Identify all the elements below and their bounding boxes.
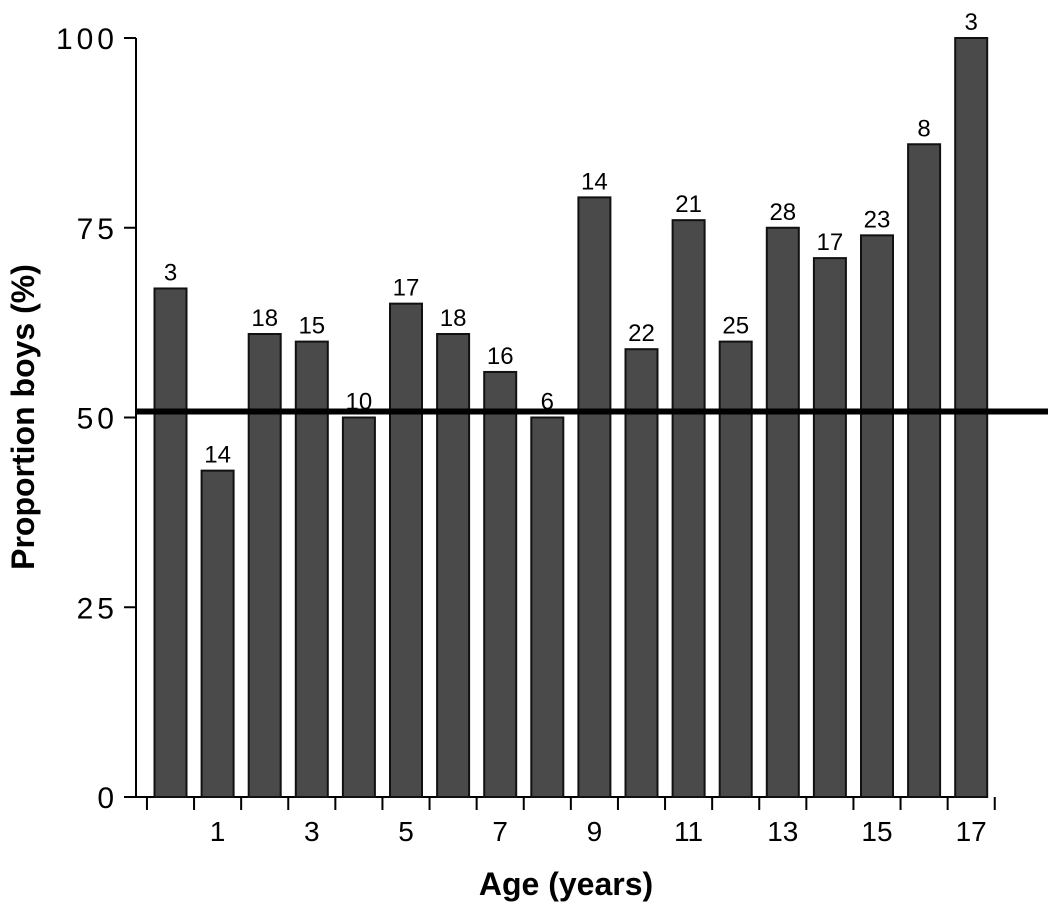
x-tick-label: 1 [210,816,226,847]
bar-age-16 [907,143,942,798]
bar-label: 22 [628,320,655,347]
bar-age-1 [200,469,235,798]
y-tick-label: 50 [77,403,118,436]
x-tick-label: 15 [861,816,892,847]
bar-age-9 [577,196,612,798]
bar-age-15 [860,234,894,798]
bar-label: 18 [440,305,467,332]
y-tick-label: 75 [77,213,118,246]
x-tick-label: 7 [492,816,508,847]
x-tick-label: 11 [674,816,703,847]
y-tick-label: 25 [77,592,118,625]
y-ticks: 0 25 50 75 100 [56,23,136,815]
bar-age-5 [389,302,423,798]
bar-label: 25 [722,313,749,340]
bar-label: 21 [675,191,702,218]
bar-label: 8 [917,115,930,142]
y-tick-label: 100 [56,23,118,56]
bar-label: 3 [164,259,177,286]
bar-age-12 [718,340,753,798]
bar-label: 18 [251,305,278,332]
y-tick-label: 0 [97,782,118,815]
bar-label: 23 [864,206,891,233]
x-tick-label: 9 [587,816,603,847]
bar-age-17 [954,37,989,798]
bar-age-14 [812,257,847,798]
bar-age-8 [530,416,565,798]
bar-label: 16 [487,343,514,370]
bars [153,37,989,799]
bar-age-4 [341,416,376,798]
bar-label: 15 [298,313,325,340]
bar-age-3 [294,340,329,798]
x-tick-label: 13 [767,816,798,847]
x-axis-title: Age (years) [479,866,653,902]
x-ticks: 1 3 5 7 9 11 13 15 17 [145,797,996,847]
bar-age-6 [436,333,471,798]
x-tick-label: 3 [304,816,320,847]
x-tick-label: 5 [398,816,414,847]
bar-age-0 [153,287,188,798]
bar-label: 17 [393,275,420,302]
bar-label: 17 [817,229,844,256]
bar-age-10 [624,348,659,798]
bar-label: 14 [204,442,231,469]
bar-age-13 [765,226,800,798]
bar-age-7 [483,370,518,798]
y-axis-title: Proportion boys (%) [5,264,41,570]
bar-label: 28 [769,199,796,226]
bar-label: 14 [581,168,608,195]
bar-label: 3 [965,9,978,36]
x-tick-label: 17 [956,816,987,847]
bar-age-11 [671,219,706,799]
bar-age-2 [247,333,282,798]
